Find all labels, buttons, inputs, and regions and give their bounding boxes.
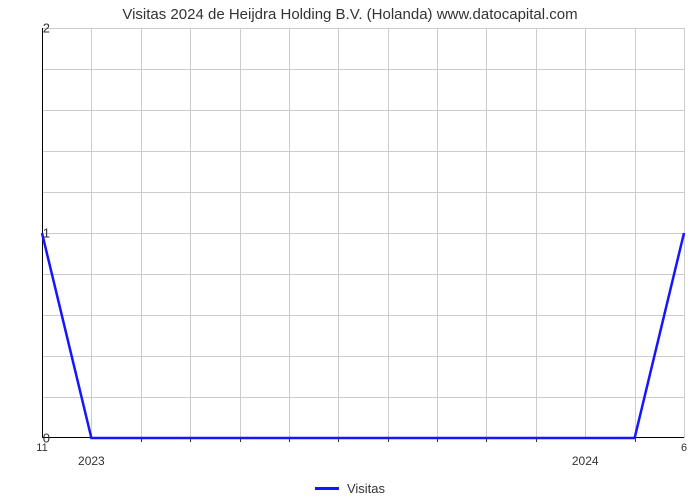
chart-plot-area [42, 28, 684, 438]
grid-line-vertical [684, 28, 685, 438]
y-tick-label: 1 [43, 226, 50, 241]
legend-label: Visitas [347, 481, 385, 496]
y-tick-label: 2 [43, 21, 50, 36]
x-major-label: 2024 [572, 454, 599, 468]
x-minor-tick [437, 438, 438, 442]
x-minor-tick [486, 438, 487, 442]
line-series-svg [42, 28, 684, 438]
data-line-visitas [42, 233, 684, 438]
legend: Visitas [315, 481, 385, 496]
x-minor-tick [388, 438, 389, 442]
x-minor-label-right: 6 [681, 442, 687, 454]
x-minor-tick [536, 438, 537, 442]
x-minor-tick [338, 438, 339, 442]
x-minor-tick [635, 438, 636, 442]
x-minor-tick [240, 438, 241, 442]
chart-title: Visitas 2024 de Heijdra Holding B.V. (Ho… [0, 0, 700, 27]
x-major-label: 2023 [78, 454, 105, 468]
legend-swatch [315, 487, 339, 490]
x-minor-tick [141, 438, 142, 442]
x-minor-tick [190, 438, 191, 442]
x-minor-tick [289, 438, 290, 442]
x-minor-label-left: 11 [36, 442, 47, 454]
